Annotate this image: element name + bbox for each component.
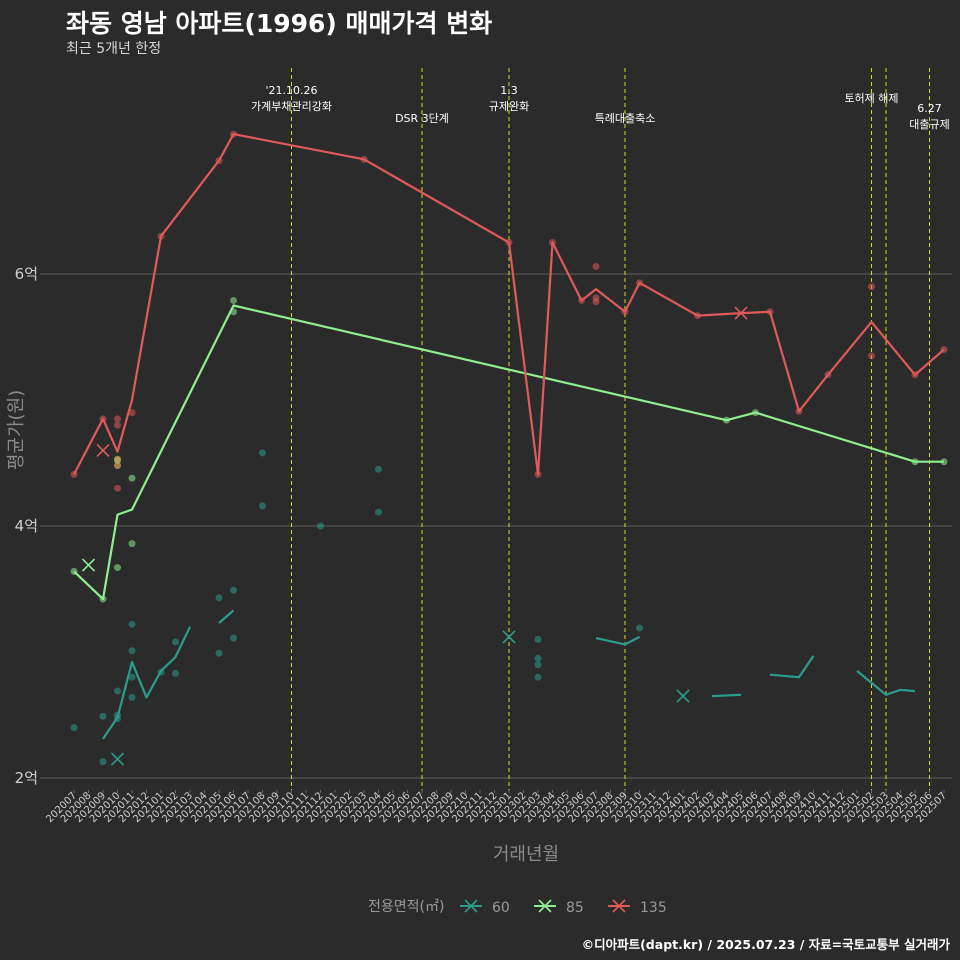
data-point bbox=[172, 669, 179, 677]
series-line bbox=[73, 133, 945, 476]
data-point bbox=[592, 298, 600, 306]
legend-item: 135 bbox=[608, 899, 667, 916]
chart-subtitle: 최근 5개년 한정 bbox=[66, 41, 162, 57]
event-label: '21.10.26 bbox=[265, 84, 317, 97]
data-point bbox=[868, 283, 875, 291]
y-tick-label: 2억 bbox=[15, 769, 38, 787]
data-point bbox=[230, 296, 237, 304]
data-point bbox=[99, 712, 107, 720]
y-axis-title: 평균가(원) bbox=[6, 390, 27, 470]
event-label: 규제완화 bbox=[489, 100, 529, 113]
event-label: 6.27 bbox=[917, 102, 942, 115]
chart-title: 좌동 영남 아파트(1996) 매매가격 변화 bbox=[66, 9, 493, 38]
data-point bbox=[128, 693, 136, 701]
data-point bbox=[534, 661, 542, 669]
data-point bbox=[868, 352, 875, 360]
legend-swatch-marker bbox=[538, 899, 552, 913]
data-point bbox=[172, 638, 179, 646]
data-point bbox=[128, 647, 136, 655]
legend-title: 전용면적(㎡) bbox=[368, 899, 444, 915]
event-label: 대출규제 bbox=[909, 118, 949, 131]
event-label: 특례대출축소 bbox=[595, 112, 656, 125]
event-label: DSR 3단계 bbox=[395, 112, 449, 125]
y-tick-label: 4억 bbox=[15, 517, 38, 535]
legend-swatch-marker bbox=[612, 899, 626, 913]
event-label: 토허제 해제 bbox=[844, 91, 898, 105]
median-marker bbox=[676, 689, 690, 703]
data-point bbox=[114, 564, 121, 572]
series-135 bbox=[70, 130, 948, 492]
data-point bbox=[534, 673, 542, 681]
series-line bbox=[711, 693, 742, 698]
data-point bbox=[230, 586, 237, 594]
legend-item-label: 85 bbox=[566, 900, 584, 916]
legend-item: 85 bbox=[534, 899, 584, 916]
series-line bbox=[595, 635, 641, 646]
event-label: 가계부채관리강화 bbox=[251, 100, 332, 113]
series-60 bbox=[70, 449, 916, 766]
data-point bbox=[592, 262, 600, 270]
legend-item-label: 135 bbox=[640, 900, 667, 916]
data-point bbox=[375, 508, 382, 516]
data-point bbox=[128, 620, 136, 628]
source-caption: ©디아파트(dapt.kr) / 2025.07.23 / 자료=국토교통부 실… bbox=[581, 937, 950, 952]
data-point bbox=[534, 635, 542, 643]
x-axis-title: 거래년월 bbox=[493, 844, 559, 865]
data-point bbox=[70, 724, 78, 732]
data-point bbox=[128, 474, 136, 482]
series-line bbox=[73, 304, 944, 601]
median-marker bbox=[81, 558, 96, 572]
data-point bbox=[215, 649, 223, 657]
data-point bbox=[99, 758, 107, 766]
data-point bbox=[259, 502, 266, 510]
plot-panel bbox=[40, 68, 952, 790]
series-line bbox=[856, 670, 916, 696]
y-tick-label: 6억 bbox=[15, 265, 38, 283]
data-point bbox=[114, 462, 121, 470]
data-point bbox=[128, 540, 136, 548]
legend-swatch-marker bbox=[464, 899, 478, 913]
series-line bbox=[769, 655, 815, 679]
data-point bbox=[114, 415, 121, 423]
legend-item: 60 bbox=[460, 899, 510, 916]
median-marker bbox=[110, 752, 125, 766]
legend-item-label: 60 bbox=[492, 900, 510, 916]
data-point bbox=[128, 673, 136, 681]
median-marker bbox=[96, 443, 110, 457]
median-marker bbox=[734, 306, 748, 320]
data-point bbox=[259, 449, 266, 457]
data-point bbox=[534, 654, 542, 662]
event-label: 1.3 bbox=[500, 84, 518, 97]
data-point bbox=[636, 624, 643, 632]
data-point bbox=[128, 409, 136, 417]
data-point bbox=[114, 421, 121, 429]
data-point bbox=[114, 455, 121, 463]
data-point bbox=[114, 484, 121, 492]
series-line bbox=[102, 626, 191, 740]
median-marker bbox=[502, 630, 516, 644]
data-point bbox=[114, 687, 121, 695]
data-point bbox=[230, 634, 237, 642]
data-point bbox=[317, 522, 324, 530]
legend: 전용면적(㎡) 60 85 135 bbox=[368, 899, 667, 916]
data-point bbox=[215, 594, 223, 602]
data-point bbox=[375, 465, 382, 473]
series-line bbox=[218, 609, 235, 624]
